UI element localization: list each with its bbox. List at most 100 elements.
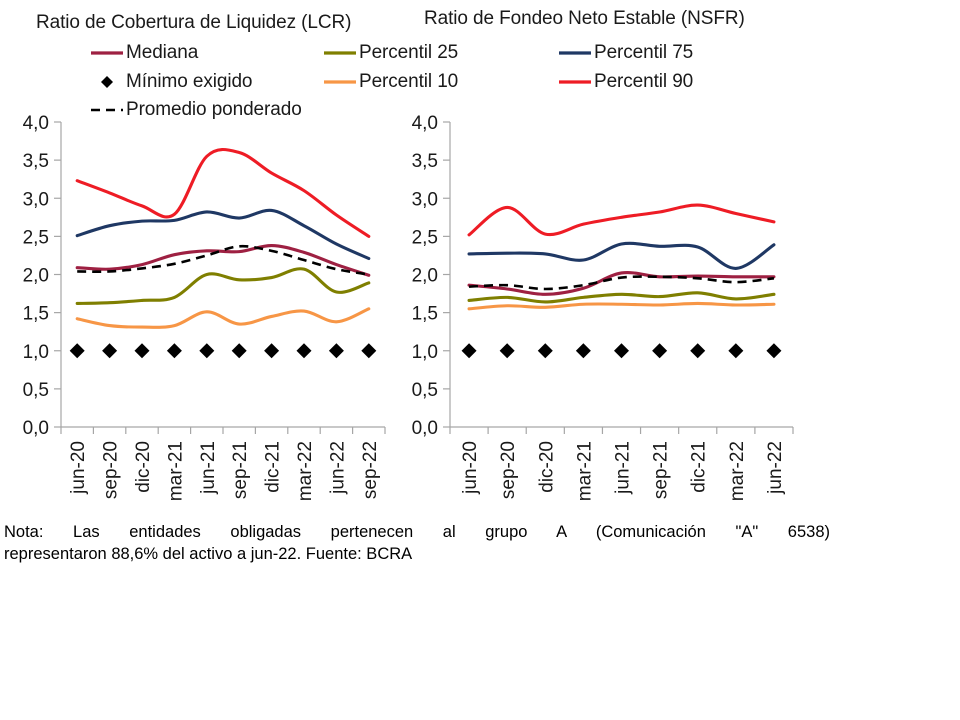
series-line-0 bbox=[75, 147, 371, 238]
legend-item-label: Promedio ponderado bbox=[126, 99, 302, 120]
legend-item-2[interactable]: Promedio ponderado bbox=[90, 99, 302, 121]
diamond-marker-icon bbox=[461, 343, 477, 359]
y-tick-label: 0,5 bbox=[23, 380, 49, 401]
line-swatch-icon bbox=[91, 51, 123, 55]
series-line-4 bbox=[467, 291, 776, 304]
y-tick-label: 4,0 bbox=[412, 113, 438, 134]
legend-item-5[interactable]: Percentil 75 bbox=[558, 42, 693, 64]
x-tick-label: mar-21 bbox=[165, 441, 186, 501]
diamond-marker-icon bbox=[690, 343, 706, 359]
diamond-marker-icon bbox=[69, 343, 85, 359]
x-tick-label: jun-21 bbox=[198, 441, 219, 495]
y-tick-label: 1,0 bbox=[412, 342, 438, 363]
diamond-marker-icon bbox=[264, 343, 280, 359]
diamond-marker-icon bbox=[575, 343, 591, 359]
y-tick-label: 0,0 bbox=[412, 418, 438, 439]
diamond-marker-icon bbox=[296, 343, 312, 359]
x-tick-label: sep-21 bbox=[651, 441, 672, 499]
diamond-marker-icon bbox=[614, 343, 629, 359]
series-line-0 bbox=[467, 203, 776, 237]
y-tick-label: 2,5 bbox=[23, 227, 49, 248]
line-swatch-icon bbox=[324, 80, 356, 84]
x-tick-label: jun-20 bbox=[68, 441, 89, 495]
x-tick-label: sep-20 bbox=[101, 441, 122, 499]
x-tick-label: jun-22 bbox=[327, 441, 348, 495]
legend-item-label: Percentil 75 bbox=[594, 42, 694, 63]
x-tick-label: sep-21 bbox=[230, 441, 251, 499]
y-tick-label: 3,5 bbox=[412, 151, 438, 172]
diamond-marker-icon bbox=[499, 343, 515, 359]
line-swatch-icon bbox=[559, 51, 591, 55]
y-tick-label: 0,0 bbox=[23, 418, 49, 439]
legend-item-label: Percentil 25 bbox=[359, 42, 459, 63]
chart-footnote: Nota: Las entidades obligadas pertenecen… bbox=[4, 521, 830, 565]
chart-panel-nsfr: 0,0 0,5 1,0 1,5 2,0 2,5 3,0 3,5 4,0 jun-20 sep-20 d… bbox=[393, 108, 863, 528]
series-line-2 bbox=[467, 271, 776, 296]
diamond-marker-icon bbox=[231, 343, 247, 359]
legend-item-6[interactable]: Percentil 90 bbox=[558, 71, 693, 93]
y-tick-label: 2,5 bbox=[412, 227, 438, 248]
diamond-marker-icon bbox=[328, 343, 344, 359]
y-tick-label: 2,0 bbox=[23, 266, 49, 287]
diamond-marker-icon bbox=[166, 343, 182, 359]
y-tick-label: 3,5 bbox=[23, 151, 49, 172]
y-tick-label: 1,5 bbox=[412, 304, 438, 325]
legend-item-label: Percentil 10 bbox=[359, 71, 459, 92]
legend-item-label: Mediana bbox=[126, 42, 199, 63]
series-line-4 bbox=[75, 267, 371, 306]
diamond-marker-icon bbox=[102, 343, 118, 359]
diamond-marker-icon bbox=[134, 343, 150, 359]
series-line-1 bbox=[75, 208, 371, 261]
series-line-5 bbox=[75, 307, 371, 329]
y-tick-label: 3,0 bbox=[412, 189, 438, 210]
chart-svg-nsfr: 0,0 0,5 1,0 1,5 2,0 2,5 3,0 3,5 4,0 jun-20 sep-20 d… bbox=[412, 113, 794, 501]
line-swatch-icon bbox=[559, 80, 591, 84]
diamond-marker-icon bbox=[199, 343, 215, 359]
x-tick-label: sep-20 bbox=[498, 441, 519, 499]
y-tick-label: 0,5 bbox=[412, 380, 438, 401]
x-tick-label: sep-22 bbox=[360, 441, 381, 499]
diamond-marker-icon bbox=[101, 76, 113, 88]
chart-title-nsfr: Ratio de Fondeo Neto Estable (NSFR) bbox=[424, 8, 745, 29]
series-line-2 bbox=[75, 243, 371, 277]
legend-item-0[interactable]: Mediana bbox=[90, 42, 198, 64]
diamond-marker-icon bbox=[361, 343, 377, 359]
footnote-line-2: representaron 88,6% del activo a jun-22.… bbox=[4, 545, 413, 563]
series-line-3 bbox=[77, 244, 370, 276]
x-tick-label: dic-20 bbox=[536, 441, 557, 493]
diamond-marker-icon bbox=[652, 343, 668, 359]
chart-svg-lcr: 0,0 0,5 1,0 1,5 2,0 2,5 3,0 3,5 4,0 jun-20 sep-20 d… bbox=[23, 113, 386, 501]
series-line-5 bbox=[467, 301, 776, 311]
y-tick-label: 1,5 bbox=[23, 304, 49, 325]
x-tick-label: jun-20 bbox=[460, 441, 481, 495]
x-tick-label: mar-22 bbox=[727, 441, 748, 501]
footnote-line-1: Nota: Las entidades obligadas pertenecen… bbox=[4, 523, 830, 541]
series-markers-minimo-exigido bbox=[461, 343, 782, 359]
x-tick-label: jun-21 bbox=[613, 441, 634, 495]
series-line-1 bbox=[467, 241, 776, 270]
x-tick-label: dic-20 bbox=[133, 441, 154, 493]
chart-title-lcr: Ratio de Cobertura de Liquidez (LCR) bbox=[36, 12, 352, 33]
diamond-marker-icon bbox=[728, 343, 744, 359]
dashed-line-swatch-icon bbox=[91, 108, 123, 112]
series-line-3 bbox=[469, 275, 775, 291]
y-tick-label: 1,0 bbox=[23, 342, 49, 363]
line-swatch-icon bbox=[324, 51, 356, 55]
legend-item-label: Mínimo exigido bbox=[126, 71, 253, 92]
chart-legend: Mediana Mínimo exigido Promedio ponderado P… bbox=[60, 42, 820, 134]
x-tick-label: mar-21 bbox=[574, 441, 595, 501]
x-tick-label: dic-21 bbox=[263, 441, 284, 493]
legend-item-1[interactable]: Mínimo exigido bbox=[90, 71, 252, 93]
x-tick-label: dic-21 bbox=[689, 441, 710, 493]
legend-item-4[interactable]: Percentil 10 bbox=[323, 71, 458, 93]
x-tick-label: mar-22 bbox=[295, 441, 316, 501]
chart-panel-lcr: 0,0 0,5 1,0 1,5 2,0 2,5 3,0 3,5 4,0 jun-20 sep-20 d… bbox=[0, 108, 400, 528]
legend-item-label: Percentil 90 bbox=[594, 71, 694, 92]
y-tick-label: 2,0 bbox=[412, 266, 438, 287]
y-tick-label: 3,0 bbox=[23, 189, 49, 210]
diamond-marker-icon bbox=[537, 343, 553, 359]
legend-item-3[interactable]: Percentil 25 bbox=[323, 42, 458, 64]
x-tick-label: jun-22 bbox=[765, 441, 786, 495]
series-markers-minimo-exigido bbox=[69, 343, 377, 359]
